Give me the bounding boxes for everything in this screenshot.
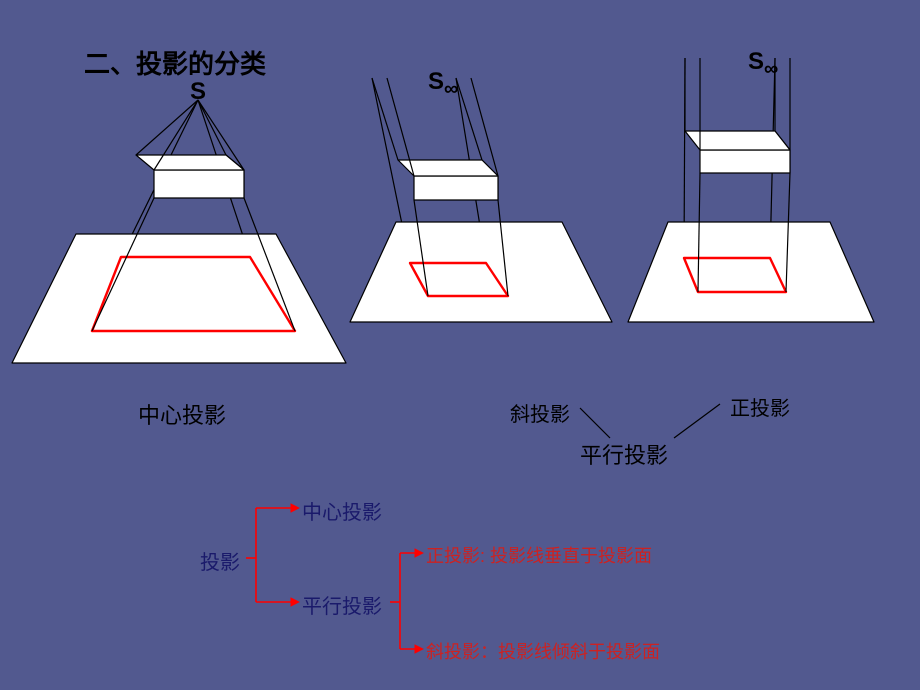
tree-parallel: 平行投影 (302, 590, 382, 619)
label-s1: S (190, 78, 206, 106)
label-oblique-projection: 斜投影 (510, 398, 570, 427)
label-center-projection: 中心投影 (138, 398, 226, 430)
tree-center: 中心投影 (302, 496, 382, 525)
tree-ortho: 正投影: 投影线垂直于投影面 (426, 542, 652, 568)
tree-oblique: 斜投影：投影线倾斜于投影面 (426, 638, 660, 664)
page-title: 二、投影的分类 (84, 44, 266, 81)
label-parallel-projection: 平行投影 (580, 438, 668, 470)
diagram-svg (0, 0, 920, 690)
label-s3: S∞ (748, 48, 778, 81)
diagram-stage: 二、投影的分类SS∞S∞中心投影斜投影正投影平行投影投影中心投影平行投影正投影:… (0, 0, 920, 690)
tree-root: 投影 (200, 546, 240, 575)
label-s2: S∞ (428, 68, 458, 101)
label-ortho-projection: 正投影 (730, 392, 790, 421)
